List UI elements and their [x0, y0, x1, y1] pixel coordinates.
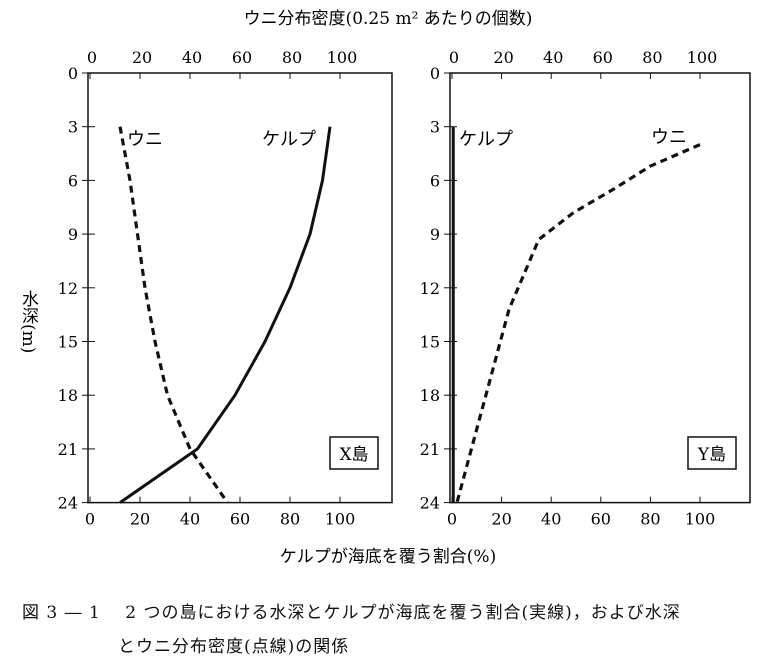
caption-line1: 図 3 ― 1 2 つの島における水深とケルプが海底を覆う割合(実線)，および水… — [22, 603, 681, 623]
label-kelp-y: ケルプ — [459, 129, 513, 150]
y-tick-label: 9 — [68, 225, 78, 244]
island-label-box — [329, 436, 379, 470]
label-kelp-x: ケルプ — [262, 129, 316, 150]
x-tick-label-top: 40 — [543, 48, 563, 67]
y-tick-label: 6 — [68, 171, 78, 190]
x-tick-label-top: 100 — [327, 48, 358, 67]
x-tick-label-bottom: 80 — [640, 510, 660, 529]
x-tick-label-bottom: 80 — [280, 510, 300, 529]
x-tick-label-top: 80 — [282, 48, 302, 67]
x-tick-label-bottom: 100 — [685, 510, 716, 529]
y-tick-label: 3 — [430, 118, 440, 137]
x-tick-label-top: 0 — [449, 48, 459, 67]
x-tick-label-bottom: 40 — [180, 510, 200, 529]
label-urchin-x: ウニ — [127, 129, 163, 150]
y-tick-label: 24 — [420, 494, 440, 513]
x-tick-label-bottom: 20 — [491, 510, 511, 529]
y-tick-label: 18 — [420, 386, 440, 405]
y-tick-label: 21 — [420, 440, 440, 459]
y-tick-label: 0 — [430, 64, 440, 83]
chart-svg: 00202040406060808010010003691215182124X島… — [18, 9, 751, 567]
x-tick-label-top: 20 — [493, 48, 513, 67]
y-tick-label: 3 — [68, 118, 78, 137]
y-tick-label: 12 — [58, 279, 78, 298]
label-urchin-y: ウニ — [651, 127, 687, 148]
x-tick-label-bottom: 0 — [447, 510, 457, 529]
x-tick-label-top: 0 — [87, 48, 97, 67]
y-tick-label: 0 — [68, 64, 78, 83]
y-tick-label: 21 — [58, 440, 78, 459]
x-tick-label-top: 100 — [687, 48, 718, 67]
x-tick-label-bottom: 20 — [130, 510, 150, 529]
caption-line2: とウニ分布密度(点線)の関係 — [118, 637, 350, 657]
y-tick-label: 6 — [430, 171, 440, 190]
series-urchin-line — [118, 126, 229, 504]
y-tick-label: 24 — [58, 494, 78, 513]
series-kelp-line — [119, 126, 332, 504]
x-tick-label-bottom: 0 — [85, 510, 95, 529]
x-tick-label-top: 60 — [232, 48, 252, 67]
x-tick-label-bottom: 60 — [591, 510, 611, 529]
y-axis-title: 水深(m) — [18, 290, 39, 353]
bottom-axis-title: ケルプが海底を覆う割合(%) — [280, 547, 496, 567]
x-tick-label-bottom: 100 — [325, 510, 356, 529]
x-tick-label-bottom: 60 — [230, 510, 250, 529]
x-tick-label-top: 60 — [593, 48, 613, 67]
island-label-box — [687, 436, 737, 470]
x-tick-label-top: 20 — [132, 48, 152, 67]
series-urchin-line — [455, 143, 701, 504]
island-label: X島 — [339, 445, 368, 465]
island-label: Y島 — [697, 445, 726, 465]
x-tick-label-top: 40 — [182, 48, 202, 67]
y-tick-label: 15 — [420, 333, 440, 352]
y-tick-label: 12 — [420, 279, 440, 298]
y-tick-label: 9 — [430, 225, 440, 244]
top-axis-title: ウニ分布密度(0.25 m² あたりの個数) — [244, 9, 533, 29]
x-tick-label-bottom: 40 — [541, 510, 561, 529]
y-tick-label: 18 — [58, 386, 78, 405]
y-tick-label: 15 — [58, 333, 78, 352]
x-tick-label-top: 80 — [642, 48, 662, 67]
